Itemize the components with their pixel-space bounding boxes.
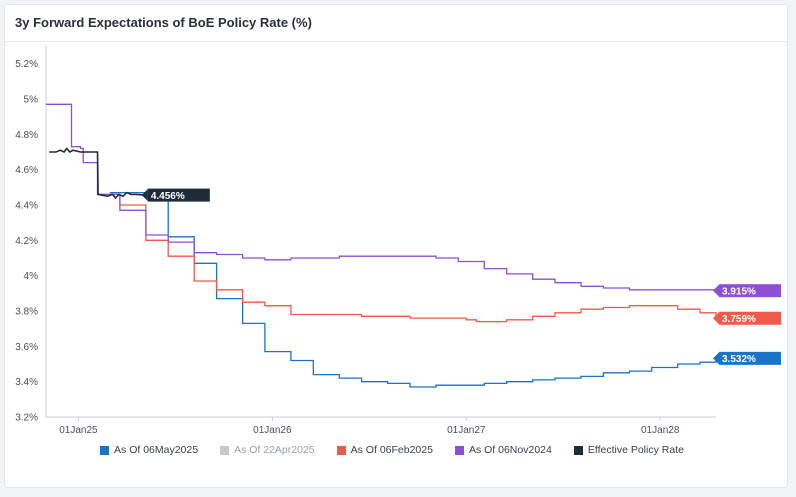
legend-item-3[interactable]: As Of 06Nov2024 [454, 444, 552, 456]
y-tick-label: 3.4% [15, 377, 38, 388]
end-label-text: 3.759% [722, 314, 756, 325]
chart-legend: As Of 06May2025 As Of 22Apr2025 As Of 06Fe… [0, 444, 784, 456]
x-tick-label: 01Jan25 [59, 425, 98, 436]
legend-swatch [336, 445, 346, 455]
legend-swatch [220, 445, 230, 455]
series-line-4 [49, 147, 145, 200]
y-tick-label: 4.8% [15, 130, 38, 141]
legend-item-0[interactable]: As Of 06May2025 [100, 444, 198, 456]
chart-end-labels: 3.532% 3.759% 3.915% 4.456% [141, 188, 781, 365]
x-tick-label: 01Jan27 [447, 425, 486, 436]
legend-swatch [100, 445, 110, 455]
y-tick-label: 4.2% [15, 236, 38, 247]
legend-label: As Of 06May2025 [114, 444, 199, 456]
end-label-3: 3.915% [713, 284, 781, 297]
series-line-2 [97, 193, 717, 323]
legend-item-1[interactable]: As Of 22Apr2025 [220, 444, 315, 456]
y-tick-label: 4.4% [15, 201, 38, 212]
chart-series [46, 103, 717, 388]
end-label-0: 3.532% [713, 351, 781, 365]
end-label-pointer [713, 284, 719, 297]
end-label-box [719, 351, 781, 365]
end-label-box [719, 284, 781, 298]
chart-axes: 3.2% 3.4% 3.6% 3.8% 4% 4.2% 4.4% 4.6% 4.8% 5% 5.2%… [15, 46, 716, 436]
series-line-0 [109, 191, 717, 388]
y-tick-label: 3.2% [15, 413, 38, 424]
x-tick-label: 01Jan26 [253, 425, 292, 436]
legend-label: As Of 06Nov2024 [468, 444, 552, 456]
legend-label: Effective Policy Rate [587, 444, 684, 456]
end-label-text: 4.456% [151, 191, 185, 202]
x-tick-label: 01Jan28 [641, 425, 680, 436]
y-tick-label: 3.6% [15, 342, 38, 353]
chart-title: 3y Forward Expectations of BoE Policy Ra… [15, 15, 312, 30]
end-label-text: 3.532% [722, 354, 756, 365]
end-label-pointer [713, 312, 719, 325]
y-tick-label: 5.2% [15, 59, 38, 70]
title-divider [5, 41, 787, 42]
legend-label: As Of 22Apr2025 [234, 444, 315, 456]
legend-item-2[interactable]: As Of 06Feb2025 [336, 444, 433, 456]
y-tick-label: 4% [24, 271, 39, 282]
end-label-box [147, 188, 210, 202]
legend-item-4[interactable]: Effective Policy Rate [573, 444, 684, 456]
end-label-pointer [713, 352, 719, 365]
legend-label: As Of 06Feb2025 [350, 444, 433, 456]
chart-card: 3y Forward Expectations of BoE Policy Ra… [4, 4, 788, 488]
legend-swatch [573, 445, 583, 455]
end-label-pointer [141, 189, 148, 202]
y-tick-label: 5% [24, 95, 39, 106]
end-label-4: 4.456% [141, 188, 210, 202]
end-label-box [719, 311, 781, 325]
end-label-2: 3.759% [713, 311, 781, 325]
y-tick-label: 4.6% [15, 165, 38, 176]
legend-swatch [454, 445, 464, 455]
end-label-text: 3.915% [722, 286, 756, 297]
y-tick-label: 3.8% [15, 307, 38, 318]
